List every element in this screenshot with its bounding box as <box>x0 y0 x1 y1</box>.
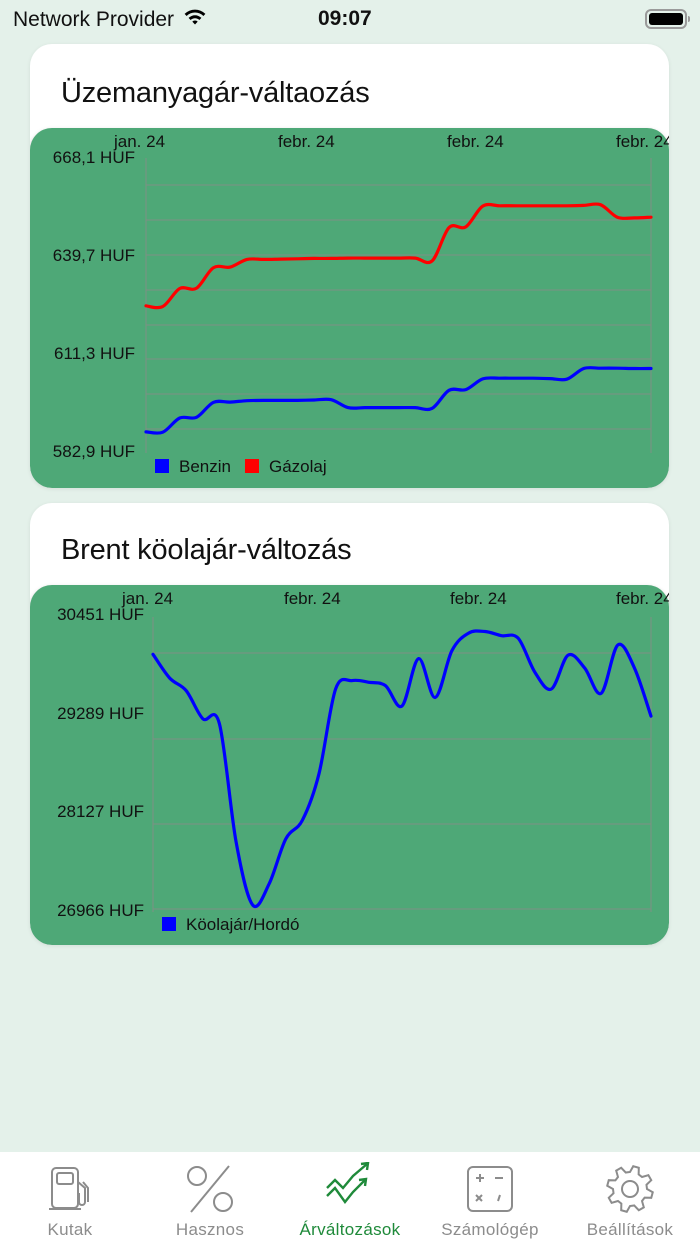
x-tick-label: febr. 24 <box>616 132 669 151</box>
tab-hasznos-label: Hasznos <box>175 1220 245 1239</box>
tab-szamologep[interactable]: Számológép <box>420 1152 560 1244</box>
y-tick-label: 29289 HUF <box>57 704 144 723</box>
x-tick-label: jan. 24 <box>121 589 173 608</box>
trend-arrows-icon <box>323 1162 377 1216</box>
legend-label: Benzin <box>179 457 231 476</box>
fuel-price-chart[interactable]: jan. 24 febr. 24 febr. 24 febr. 24 668,1 HUF… <box>30 128 669 488</box>
calculator-icon <box>463 1162 517 1216</box>
legend-swatch <box>162 917 176 931</box>
y-tick-label: 611,3 HUF <box>54 344 135 363</box>
status-bar: Network Provider 09:07 <box>0 0 700 40</box>
y-tick-label: 30451 HUF <box>57 605 144 624</box>
y-tick-label: 28127 HUF <box>57 802 144 821</box>
fuel-price-card: Üzemanyagár-váltaozás jan. 24 febr. 24 feb… <box>30 44 669 488</box>
fuel-pump-icon <box>43 1162 97 1216</box>
x-tick-label: febr. 24 <box>450 589 507 608</box>
x-tick-label: febr. 24 <box>616 589 669 608</box>
brent-price-card-title: Brent köolajár-változás <box>61 534 352 566</box>
tab-bar: Kutak Hasznos Árváltozások <box>0 1152 700 1244</box>
gear-icon <box>603 1162 657 1216</box>
clock: 09:07 <box>318 7 372 30</box>
brent-price-card: Brent köolajár-változás jan. 24 febr. 24 f… <box>30 503 669 945</box>
carrier: Network Provider <box>13 7 208 33</box>
legend-label: Gázolaj <box>269 457 327 476</box>
series-line <box>144 366 653 435</box>
fuel-price-chart-svg: jan. 24 febr. 24 febr. 24 febr. 24 668,1 HUF… <box>53 132 669 476</box>
tab-szamologep-label: Számológép <box>441 1220 539 1239</box>
x-tick-label: febr. 24 <box>284 589 341 608</box>
tab-hasznos[interactable]: Hasznos <box>140 1152 280 1244</box>
tab-beallitasok-label: Beállítások <box>586 1220 674 1239</box>
x-tick-label: febr. 24 <box>278 132 335 151</box>
battery-full-icon <box>645 9 690 29</box>
y-tick-label: 668,1 HUF <box>53 148 135 167</box>
tab-kutak[interactable]: Kutak <box>0 1152 140 1244</box>
x-tick-label: febr. 24 <box>447 132 504 151</box>
series-line <box>144 202 653 310</box>
tab-arvaltozasok[interactable]: Árváltozások <box>280 1152 420 1244</box>
legend-label: Köolajár/Hordó <box>186 915 299 934</box>
tab-arvaltozasok-label: Árváltozások <box>299 1220 401 1239</box>
y-tick-label: 639,7 HUF <box>53 246 135 265</box>
fuel-price-card-title: Üzemanyagár-váltaozás <box>61 77 370 109</box>
percent-icon <box>183 1162 237 1216</box>
legend-swatch <box>244 459 259 473</box>
brent-price-chart-svg: jan. 24 febr. 24 febr. 24 febr. 24 30451 HUF… <box>57 589 669 934</box>
carrier-name: Network Provider <box>13 8 175 31</box>
brent-price-chart[interactable]: jan. 24 febr. 24 febr. 24 febr. 24 30451 HUF… <box>30 585 669 945</box>
y-tick-label: 582,9 HUF <box>53 442 135 461</box>
series-line <box>151 629 653 909</box>
x-tick-label: jan. 24 <box>113 132 165 151</box>
wifi-icon <box>182 7 208 33</box>
y-tick-label: 26966 HUF <box>57 901 144 920</box>
legend-swatch <box>155 459 169 473</box>
tab-kutak-label: Kutak <box>47 1220 93 1239</box>
tab-beallitasok[interactable]: Beállítások <box>560 1152 700 1244</box>
